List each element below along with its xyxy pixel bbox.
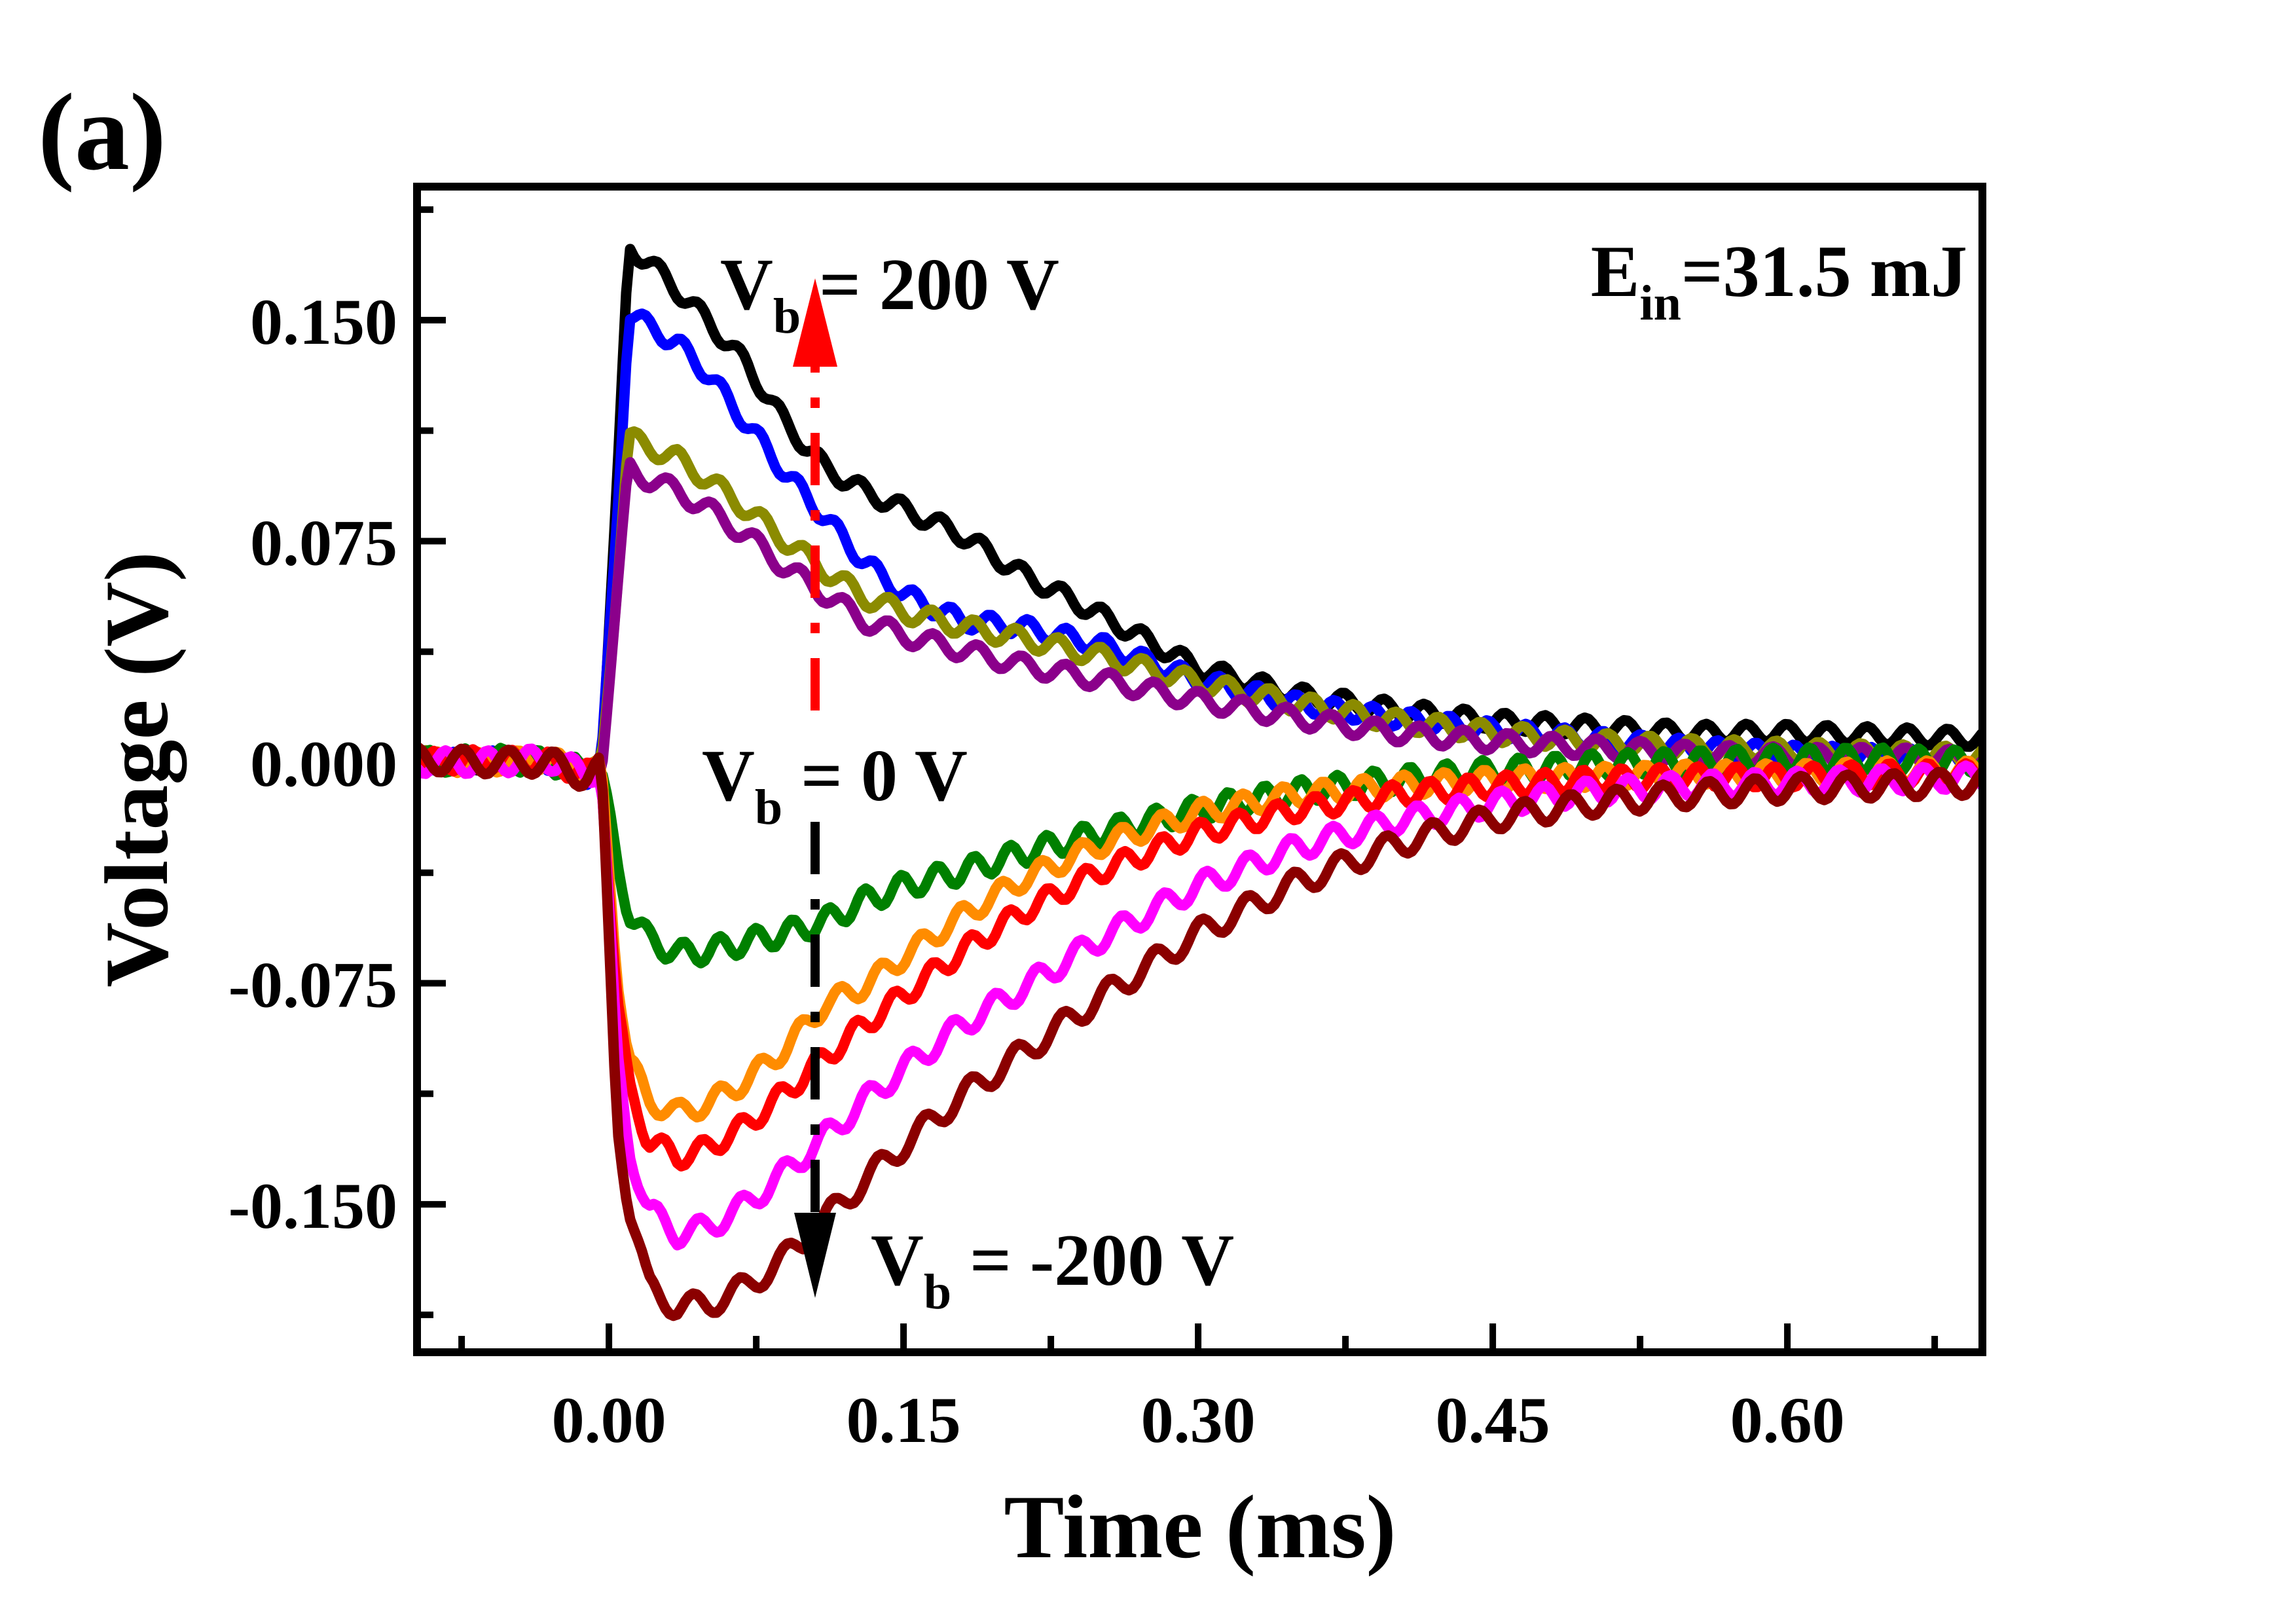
- x-tick-label: 0.30: [1141, 1384, 1256, 1456]
- annotation-vb-0-rest: = 0 V: [782, 735, 968, 817]
- y-tick-label: 0.075: [250, 506, 397, 579]
- annotation-vb-200-sub: b: [773, 289, 801, 344]
- x-tick-label: 0.00: [552, 1384, 666, 1456]
- x-tick-label: 0.15: [847, 1384, 961, 1456]
- y-tick-label: 0.150: [250, 286, 397, 358]
- annotation-input-energy-sub: in: [1639, 276, 1681, 331]
- plot-frame: [413, 183, 1986, 1356]
- x-tick-label: 0.45: [1436, 1384, 1550, 1456]
- bias-decrease-arrowhead-icon: [794, 1213, 836, 1298]
- annotation-vb-0-sub: b: [755, 780, 782, 835]
- y-tick-label: -0.075: [228, 949, 397, 1022]
- bias-increase-arrowhead-icon: [793, 278, 837, 367]
- axis-tick-labels: 0.00 0.15 0.30 0.45 0.60 0.150 0.075 0.000 -0.07…: [228, 286, 1845, 1456]
- data-curves: [417, 244, 1982, 1321]
- annotation-vb-neg200-rest: = -200 V: [951, 1220, 1234, 1301]
- annotation-input-energy-rest: =31.5 mJ: [1681, 231, 1967, 312]
- x-axis-title: Time (ms): [1004, 1477, 1396, 1577]
- y-tick-label: 0.000: [250, 728, 397, 800]
- curve-blue: [417, 308, 1982, 790]
- annotation-vb-neg200: Vb = -200 V: [871, 1220, 1234, 1320]
- curve-purple: [417, 457, 1982, 783]
- annotation-vb-200-prefix: V: [720, 244, 773, 325]
- annotation-vb-neg200-sub: b: [924, 1264, 951, 1320]
- x-tick-label: 0.60: [1730, 1384, 1845, 1456]
- curve-magenta: [417, 743, 1982, 1251]
- panel-label: (a): [38, 71, 166, 193]
- y-tick-label: -0.150: [228, 1170, 397, 1242]
- annotation-vb-neg200-prefix: V: [871, 1220, 924, 1301]
- annotation-vb-0: Vb = 0 V: [702, 735, 968, 835]
- annotation-vb-200: Vb = 200 V: [720, 244, 1059, 344]
- bias-increase-arrow: [793, 278, 837, 710]
- bias-decrease-arrow: [794, 822, 836, 1298]
- y-axis-title: Voltage (V): [86, 551, 187, 987]
- annotation-input-energy: Ein=31.5 mJ: [1591, 231, 1967, 331]
- annotation-vb-0-prefix: V: [702, 735, 755, 817]
- annotation-vb-200-rest: = 200 V: [801, 244, 1059, 325]
- curve-dark-red: [417, 742, 1982, 1321]
- curve-orange: [417, 745, 1982, 1123]
- annotation-input-energy-prefix: E: [1591, 231, 1640, 312]
